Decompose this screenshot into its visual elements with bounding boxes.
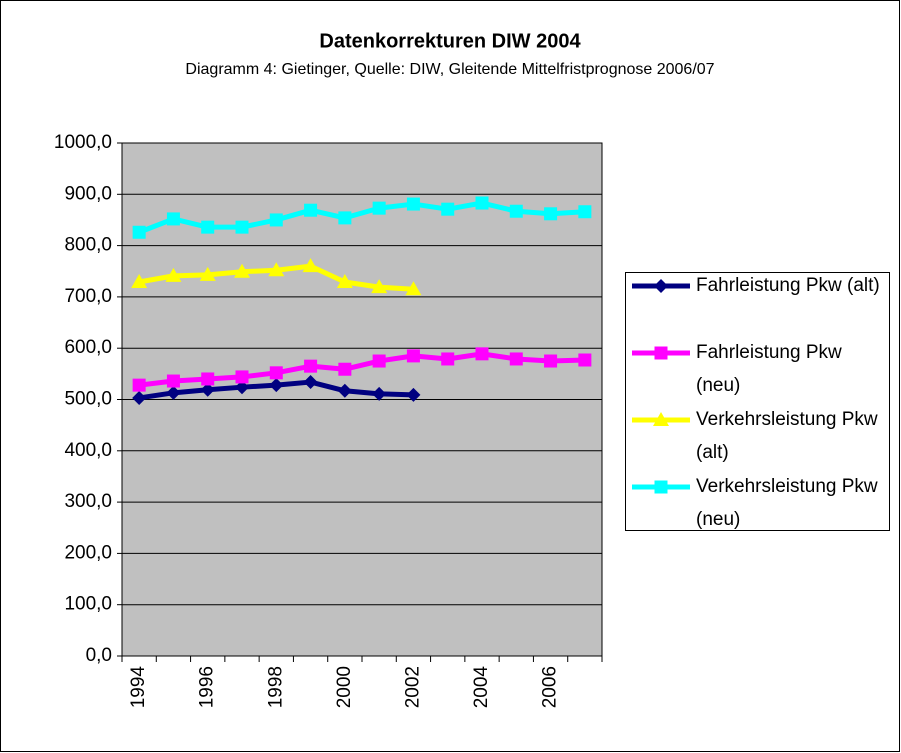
y-tick-label: 0,0 xyxy=(86,645,112,666)
y-tick-label: 500,0 xyxy=(64,389,112,410)
point xyxy=(166,385,181,400)
point xyxy=(337,383,352,398)
point xyxy=(201,372,215,386)
point xyxy=(234,263,250,278)
point xyxy=(200,382,215,397)
point xyxy=(269,378,284,393)
point xyxy=(372,354,386,368)
point xyxy=(235,380,249,395)
point xyxy=(199,266,216,281)
point xyxy=(131,274,148,289)
point xyxy=(166,212,180,226)
point xyxy=(441,202,455,216)
x-tick-label: 1996 xyxy=(197,666,218,708)
point xyxy=(269,213,283,227)
legend-swatch-marker xyxy=(653,412,669,426)
legend-swatch-marker xyxy=(654,279,668,293)
x-tick-label: 1994 xyxy=(128,666,149,709)
y-tick-label: 400,0 xyxy=(64,440,112,461)
chart-subtitle: Diagramm 4: Gietinger, Quelle: DIW, Glei… xyxy=(185,61,714,78)
y-tick-label: 100,0 xyxy=(64,594,112,615)
point xyxy=(235,220,249,234)
point xyxy=(235,370,249,384)
point xyxy=(302,258,319,273)
legend-label: Verkehrsleistung Pkw (alt) xyxy=(696,409,878,463)
legend-label: Fahrleistung Pkw (alt) xyxy=(696,275,880,296)
point xyxy=(578,205,592,219)
point xyxy=(268,262,285,277)
point xyxy=(132,378,146,392)
legend-label: Verkehrsleistung Pkw (neu) xyxy=(696,476,878,530)
point xyxy=(475,347,489,361)
point xyxy=(166,374,180,388)
y-tick-label: 600,0 xyxy=(64,337,112,358)
point xyxy=(132,225,146,239)
point xyxy=(336,274,353,289)
y-tick-label: 700,0 xyxy=(64,286,112,307)
point xyxy=(475,196,489,210)
x-tick-label: 2000 xyxy=(334,666,355,708)
legend-swatch-marker xyxy=(654,480,668,494)
point xyxy=(509,204,523,218)
point xyxy=(269,366,283,380)
point xyxy=(372,386,387,401)
y-tick-label: 900,0 xyxy=(64,183,112,204)
point xyxy=(338,211,352,225)
x-tick-label: 2004 xyxy=(471,666,492,709)
point xyxy=(338,362,352,376)
point xyxy=(132,390,147,405)
point xyxy=(303,375,318,390)
point xyxy=(406,349,420,363)
point xyxy=(201,220,215,234)
x-tick-label: 2006 xyxy=(540,666,561,708)
point xyxy=(406,197,420,211)
x-tick-label: 2002 xyxy=(402,666,423,708)
legend-label: Fahrleistung Pkw (neu) xyxy=(696,342,842,396)
point xyxy=(578,353,592,367)
y-tick-label: 300,0 xyxy=(64,491,112,512)
point xyxy=(371,279,388,294)
point xyxy=(406,387,421,402)
chart-title: Datenkorrekturen DIW 2004 xyxy=(319,30,581,52)
point xyxy=(509,352,523,366)
y-tick-label: 1000,0 xyxy=(54,132,112,153)
point xyxy=(544,354,558,368)
point xyxy=(372,201,386,215)
point xyxy=(304,359,318,373)
y-tick-label: 200,0 xyxy=(64,542,112,563)
point xyxy=(165,267,182,282)
point xyxy=(304,203,318,217)
point xyxy=(405,281,422,296)
point xyxy=(544,207,558,221)
y-tick-label: 800,0 xyxy=(64,235,112,256)
x-tick-label: 1998 xyxy=(265,666,286,708)
point xyxy=(441,352,455,366)
legend-swatch-marker xyxy=(654,346,668,360)
